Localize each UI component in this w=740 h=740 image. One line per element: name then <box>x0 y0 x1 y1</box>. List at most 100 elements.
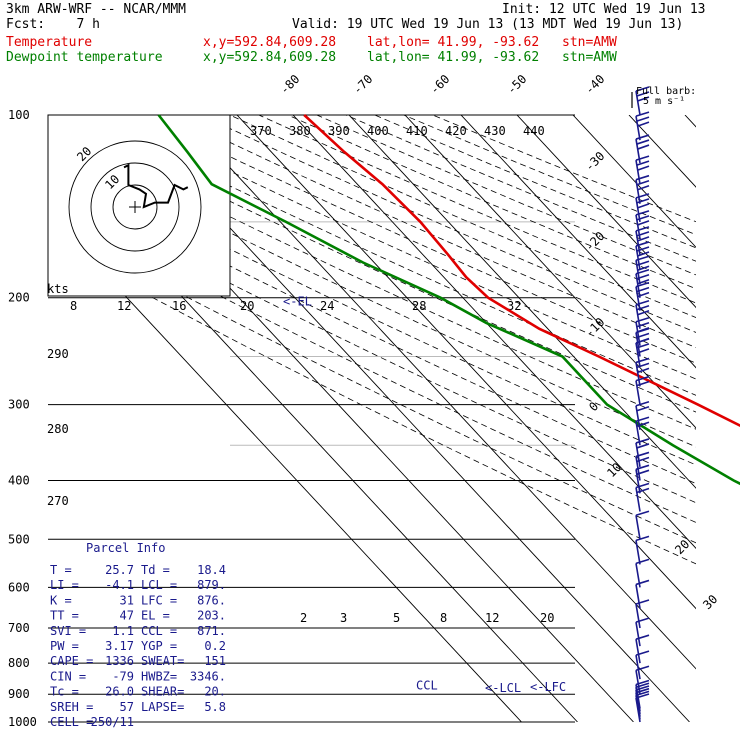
wind-barb-staff <box>635 456 641 481</box>
wind-barb-staff <box>635 639 641 664</box>
moist-adiabat <box>697 405 740 722</box>
pressure-tick-label: 100 <box>8 108 30 122</box>
hodograph-units: kts <box>47 282 69 296</box>
wind-barb-staff <box>635 342 641 368</box>
pressure-tick-label: 900 <box>8 687 30 701</box>
parcel-info-value: 5.8 <box>204 700 226 714</box>
theta-label: 370 <box>250 124 272 138</box>
parcel-info-key: CELL = <box>50 715 93 729</box>
wind-barb-staff <box>635 421 641 446</box>
isotherm-label: -50 <box>504 72 529 97</box>
wind-barb-flag <box>637 144 650 150</box>
wind-barb <box>635 317 650 346</box>
wind-barb-column: Full barb:5 m s⁻¹ <box>631 86 696 723</box>
lcl-level-label: <-LCL <box>485 681 521 695</box>
parcel-info-key: CAPE = <box>50 654 93 668</box>
theta-label: 390 <box>328 124 350 138</box>
wind-barb-flag <box>635 685 650 691</box>
parcel-info-key: LAPSE= <box>141 700 184 714</box>
wind-barb-flag <box>636 380 650 387</box>
barb-legend-value: 5 m s⁻¹ <box>643 96 685 107</box>
wind-barb-flag <box>635 155 650 161</box>
isotherm-line <box>516 115 696 309</box>
hodograph-ring <box>90 162 180 252</box>
pressure-tick-label: 700 <box>8 621 30 635</box>
parcel-info-value: 876. <box>197 593 226 607</box>
dry-adiabat <box>84 115 696 396</box>
wind-barb-staff <box>635 273 641 298</box>
wind-barb-staff <box>635 160 641 185</box>
wind-barb <box>635 400 650 430</box>
theta-label: 430 <box>484 124 506 138</box>
wind-barb-staff <box>635 584 641 609</box>
hodograph-trace <box>123 163 189 209</box>
wind-barb-flag <box>637 251 650 257</box>
hodograph-ring <box>68 140 202 274</box>
wind-barb-flag <box>636 362 650 369</box>
valid-time: Valid: 19 UTC Wed 19 Jun 13 (13 MDT Wed … <box>292 17 684 32</box>
mixing-ratio-label: 3 <box>340 611 347 625</box>
theta-label: 440 <box>523 124 545 138</box>
isotherm-label: 30 <box>700 592 720 612</box>
wind-barb-staff <box>635 245 641 271</box>
wind-barb <box>635 174 650 204</box>
wind-barb-staff <box>635 563 641 588</box>
dry-adiabat-label: 280 <box>47 422 69 436</box>
parcel-info-value: 3346. <box>190 669 226 683</box>
wind-barb-staff <box>635 515 641 540</box>
parcel-info-value: 0.2 <box>204 639 226 653</box>
parcel-info-key: K = <box>50 593 72 607</box>
isotherm-line <box>292 115 696 549</box>
parcel-info-key: SWEAT= <box>141 654 184 668</box>
wind-barb-flag <box>636 179 650 186</box>
wind-barb-flag <box>635 111 650 117</box>
parcel-info-value: 31 <box>120 593 134 607</box>
wind-barb-flag <box>637 327 650 333</box>
wind-barb-flag <box>636 487 650 494</box>
wind-speed-scale-label: 24 <box>320 299 334 313</box>
parcel-info-key: T = <box>50 563 72 577</box>
legend-dewpoint-label: Dewpoint temperature <box>6 50 163 65</box>
wind-barb-flag <box>637 367 650 374</box>
wind-barb-staff <box>635 622 641 647</box>
dry-adiabat <box>287 115 696 290</box>
legend-temperature-latlon: lat,lon= 41.99, -93.62 <box>367 35 540 50</box>
parcel-info-value: 3.17 <box>105 639 134 653</box>
mixing-ratio-label: 12 <box>485 611 499 625</box>
wind-barb <box>635 134 650 164</box>
wind-barb-staff <box>635 90 641 116</box>
pressure-tick-label: 300 <box>8 398 30 412</box>
parcel-info-key: HWBZ= <box>141 669 177 683</box>
wind-barb <box>635 482 650 512</box>
wind-barb-flag <box>636 443 650 449</box>
wind-barb-flag <box>637 121 650 127</box>
parcel-info-key: Td = <box>141 563 170 577</box>
pressure-tick-label: 400 <box>8 473 30 487</box>
wind-barb-flag <box>637 236 650 242</box>
wind-speed-scale-label: 20 <box>240 299 254 313</box>
parcel-info-key: CIN = <box>50 669 86 683</box>
dry-adiabat-label: 270 <box>47 494 69 508</box>
wind-barb <box>635 599 650 629</box>
dewpoint-profile <box>157 114 740 486</box>
wind-barb-staff <box>635 197 641 223</box>
parcel-info-key: Tc = <box>50 685 79 699</box>
wind-barb-staff <box>635 286 641 311</box>
wind-barb-staff <box>635 115 641 141</box>
wind-barb-flag <box>636 139 650 145</box>
isotherm-label: -60 <box>427 72 452 97</box>
parcel-info-panel: Parcel Info T = 25.7 Td = 18.4 LI = -4.1 LCL = 8… <box>50 541 226 729</box>
wind-speed-scale-label: 16 <box>172 299 186 313</box>
wind-barb-staff <box>635 603 641 629</box>
isotherm-line <box>180 115 696 670</box>
ccl-level-label: CCL <box>416 679 438 693</box>
parcel-info-key: LCL = <box>141 578 177 592</box>
wind-barb-staff <box>635 487 641 512</box>
wind-barb-staff <box>635 230 641 256</box>
moist-adiabat <box>712 405 740 722</box>
wind-barb <box>635 558 650 588</box>
wind-barb-staff <box>635 670 641 695</box>
wind-barb-flag <box>635 357 650 364</box>
wind-barb-staff <box>635 469 641 494</box>
